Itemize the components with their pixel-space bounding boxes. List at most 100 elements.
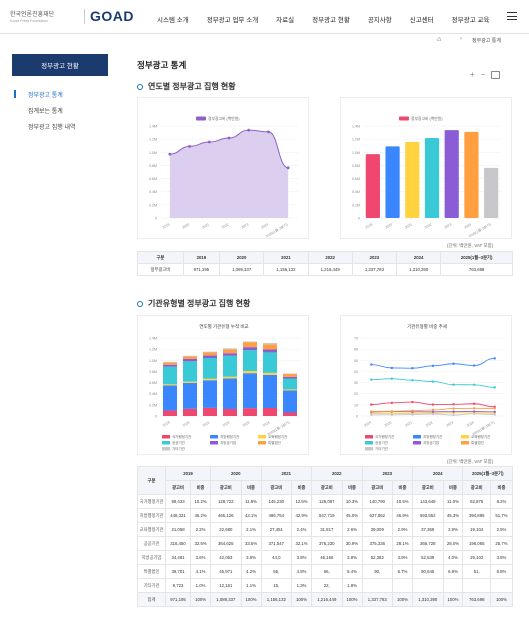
legend-swatch: [413, 441, 421, 445]
stacked-bar-segment: [163, 362, 177, 365]
line-data-point: [472, 407, 476, 410]
bar: [444, 130, 459, 218]
stacked-bar-chart: 연도별 기관유형 누적 비교 0 0.2M 0.4M 0.6M 0.8M 1.0M 1.2M 1…: [149, 323, 300, 451]
legend-label: 정부광고비 (백만원): [208, 116, 240, 121]
nav-item-education[interactable]: 정부광고 교육: [451, 17, 490, 24]
stacked-bar-segment: [243, 350, 257, 372]
table-subheader-cell: 광고비: [412, 480, 444, 495]
sidebar-item-aggregate[interactable]: 집계보는 통계: [28, 109, 63, 115]
table-subheader-cell: 광고비: [311, 480, 343, 495]
table-cell: 125,087: [311, 494, 343, 509]
table-cell: 376,230: [311, 536, 343, 551]
org-type-table: 구분 2019 2020 2021 2022 2023 2024 2025(1월~3분기) 광…: [137, 466, 514, 607]
nav-item-archive[interactable]: 자료실: [276, 17, 295, 24]
stacked-bar-segment: [283, 378, 297, 390]
menu-icon[interactable]: [507, 12, 517, 20]
line-data-point: [452, 413, 455, 417]
table-cell: 10.5%: [392, 494, 413, 509]
stacked-bar-segment: [283, 412, 297, 416]
table-cell: 교육행정기관: [137, 522, 166, 537]
nav-item-gov-ad-status[interactable]: 정부광고 현황: [312, 17, 350, 24]
section-title-text: 연도별 정부광고 집행 현황: [148, 82, 236, 91]
y-tick-label: 0.2M: [149, 403, 157, 407]
stacked-bar-segment: [223, 349, 237, 354]
x-tick-label: 2025(1월~3분기): [468, 222, 492, 239]
line-chart: 기관유형별 비중 추세 0 10 20 30 40 50 60 70 2019 2020 2021 20…: [354, 323, 505, 451]
section-title-yearly: 연도별 정부광고 집행 현황: [137, 81, 236, 92]
org-logo[interactable]: 한국언론진흥재단 Korea Press Foundation: [10, 9, 80, 23]
nav-item-report-center[interactable]: 신고센터: [409, 17, 434, 24]
zoom-out-icon[interactable]: −: [480, 70, 486, 79]
y-tick-label: 1.2M: [149, 138, 157, 142]
logo-divider: [84, 9, 85, 24]
stacked-bar-segment: [283, 390, 297, 413]
table-cell: 2.2%: [190, 522, 212, 537]
legend-swatch: [258, 435, 266, 439]
unit-label: (단위: 백만원, VAT 포함): [447, 243, 494, 248]
table-cell: 971,195: [164, 592, 192, 607]
table-cell: 394,895: [462, 508, 491, 523]
brand-logo[interactable]: GOAD: [90, 8, 134, 24]
x-tick-label: 2024: [463, 222, 472, 229]
y-tick-label: 0: [356, 415, 358, 419]
stacked-bar-segment: [263, 372, 277, 375]
bar-chart: 0 0.2M 0.4M 0.6M 0.8M 1.0M 1.2M 1.4M 2019 2020 202…: [352, 116, 501, 239]
table-cell: 1.0%: [190, 578, 212, 593]
table-header-year: 2025(1월~3분기): [462, 466, 513, 481]
nav-item-gov-ad-work[interactable]: 정부광고 업무 소개: [206, 17, 259, 24]
line-data-point: [493, 410, 496, 413]
stacked-bar-segment: [283, 374, 297, 377]
legend-label: 기타기관: [375, 446, 389, 451]
table-cell: 547,719: [311, 508, 343, 523]
table-cell: 4.2%: [240, 564, 262, 579]
legend-swatch: [365, 441, 373, 445]
table-cell: 34,491: [164, 550, 192, 565]
stacked-bar-segment: [223, 378, 237, 410]
print-icon[interactable]: [491, 71, 501, 79]
bar: [464, 131, 479, 218]
stacked-bar-segment: [223, 409, 237, 416]
table-cell: 11.0%: [442, 494, 464, 509]
y-tick-label: 1.0M: [149, 359, 157, 363]
table-cell: 45,971: [210, 564, 242, 579]
chart-title: 기관유형별 비중 추세: [407, 323, 447, 330]
table-subheader-cell: 비중: [341, 480, 363, 495]
table-cell: 99,433: [164, 494, 192, 509]
line-data-point: [370, 378, 373, 381]
y-tick-label: 0.8M: [149, 370, 157, 374]
table-cell: 5.4%: [341, 564, 363, 579]
stacked-bar-segment: [183, 382, 197, 409]
y-tick-label: 0.2M: [149, 203, 157, 207]
sidebar-item-statistics[interactable]: 정부광고 통계: [14, 90, 76, 106]
y-tick-label: 0: [155, 217, 157, 221]
table-cell: 51.7%: [489, 508, 514, 523]
section-title-text: 기관유형별 정부광고 집행 현황: [148, 299, 251, 308]
table-subheader-cell: 비중: [240, 480, 262, 495]
table-cell: 3.6%: [190, 550, 212, 565]
table-cell: 1,216,449: [307, 263, 353, 276]
stacked-bar-segment: [183, 355, 197, 357]
table-header-cell: 구분: [137, 466, 166, 495]
stacked-bar-segment: [283, 376, 297, 379]
line-data-point: [431, 380, 435, 383]
table-cell: 1.1%: [240, 578, 262, 593]
home-icon[interactable]: ⌂: [437, 36, 442, 43]
legend-label: 지방공기업: [423, 440, 439, 445]
table-cell: 국가행정기관: [137, 494, 166, 509]
x-tick-label: 2021: [202, 420, 211, 427]
y-tick-label: 1.4M: [352, 125, 360, 129]
legend-label: 교육행정기관: [471, 434, 491, 439]
table-cell: 627,862: [361, 508, 394, 523]
table-cell: 763,698: [440, 263, 513, 276]
zoom-in-icon[interactable]: +: [470, 70, 475, 79]
table-header-cell: 2020: [219, 251, 265, 264]
legend-label: 국가행정기관: [172, 434, 192, 439]
stacked-bar-segment: [263, 352, 277, 373]
nav-item-system-intro[interactable]: 시스템 소개: [157, 17, 189, 24]
legend-label: 국가행정기관: [375, 434, 395, 439]
nav-item-notice[interactable]: 공지사항: [367, 17, 392, 24]
table-cell: 100%: [240, 592, 262, 607]
table-cell: 3.8%: [291, 550, 313, 565]
sidebar-item-execution-history[interactable]: 정부광고 집행 내역: [28, 125, 76, 131]
legend-swatch: [413, 435, 421, 439]
